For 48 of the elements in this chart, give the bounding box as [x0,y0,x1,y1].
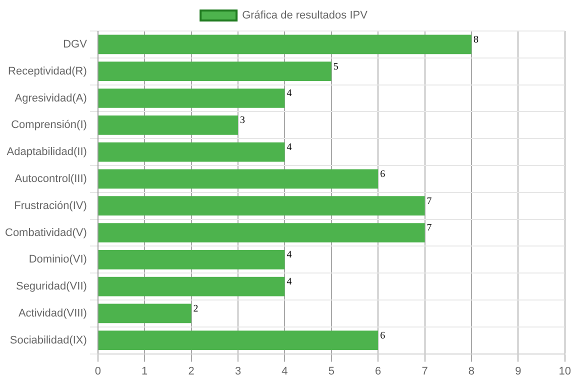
data-label: 4 [286,88,292,100]
bar [98,250,285,270]
data-label: 4 [286,276,292,288]
x-tick-label: 0 [94,365,101,378]
data-label: 4 [286,142,292,153]
bar [98,62,332,82]
y-tick-label: Agresividad(A) [14,92,87,104]
data-label: 5 [333,61,338,72]
x-tick-label: 8 [468,365,475,378]
bar [98,223,425,242]
y-tick-label: Seguridad(VII) [16,280,87,293]
data-label: 8 [473,34,478,46]
x-tick-label: 9 [515,365,522,378]
y-tick-label: Dominio(VI) [28,254,87,266]
bar [98,88,285,108]
y-tick-label: Frustración(IV) [14,200,87,212]
data-label: 7 [426,222,432,234]
y-tick-label: Comprensión(I) [11,119,87,132]
x-tick-label: 10 [558,365,572,378]
x-tick-label: 6 [375,365,382,378]
x-tick-label: 7 [422,365,428,378]
y-tick-label: Actividad(VIII) [18,307,87,320]
y-tick-label: Combatividad(V) [5,226,87,239]
y-tick-label: Adaptabilidad(II) [6,146,87,158]
data-label: 6 [380,168,386,180]
x-tick-label: 2 [188,365,194,378]
bar [98,115,238,135]
bar [98,34,472,54]
y-tick-label: Autocontrol(III) [14,172,87,185]
x-tick-label: 5 [328,365,334,378]
y-tick-label: Receptividad(R) [8,65,87,78]
y-tick-label: Sociabilidad(IX) [10,334,87,346]
bar [98,304,192,324]
data-label: 2 [193,303,198,314]
bar [98,276,285,296]
bar [98,142,285,162]
x-tick-label: 3 [234,365,242,378]
data-label: 7 [426,196,432,207]
x-tick-label: 4 [282,365,288,378]
bar [98,169,378,189]
data-label: 4 [286,250,292,261]
data-label: 3 [240,115,246,126]
data-label: 6 [380,330,386,342]
bar [98,196,425,216]
legend-label: Gráfica de resultados IPV [242,10,368,22]
bar [98,330,378,350]
x-tick-label: 1 [142,365,148,378]
y-tick-label: DGV [63,38,88,50]
